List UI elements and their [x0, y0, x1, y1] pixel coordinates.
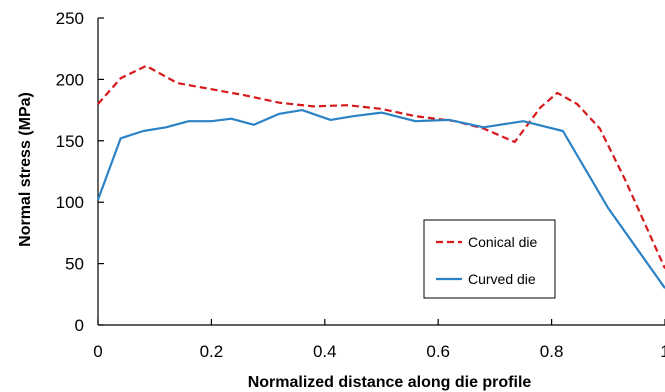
y-tick-label: 100 — [56, 193, 84, 212]
y-axis-title: Normal stress (MPa) — [17, 92, 34, 247]
x-axis-title: Normalized distance along die profile — [248, 374, 532, 391]
x-tick-label: 0.6 — [426, 342, 450, 361]
series-line-conical-die — [97, 64, 665, 269]
y-tick-label: 0 — [75, 316, 84, 335]
x-tick-label: 1 — [660, 342, 665, 361]
y-tick-label: 200 — [56, 70, 84, 89]
legend-box — [423, 219, 556, 299]
series-lines — [96, 64, 665, 289]
x-tick-label: 0.4 — [313, 342, 337, 361]
series-line-curved-die — [96, 108, 665, 289]
x-tick-label: 0 — [93, 342, 102, 361]
y-tick-label: 50 — [65, 255, 84, 274]
legend: Conical die Curved die — [423, 219, 556, 299]
x-tick-label: 0.2 — [200, 342, 224, 361]
axes — [97, 18, 665, 326]
legend-label-conical-die: Conical die — [468, 234, 537, 250]
tick-labels: 0 50 100 150 200 250 0 0.2 0.4 0.6 0.8 1 — [56, 9, 665, 361]
y-tick-label: 150 — [56, 132, 84, 151]
x-tick-label: 0.8 — [540, 342, 564, 361]
y-tick-label: 250 — [56, 9, 84, 28]
tick-marks — [97, 17, 665, 326]
legend-label-curved-die: Curved die — [468, 271, 536, 287]
